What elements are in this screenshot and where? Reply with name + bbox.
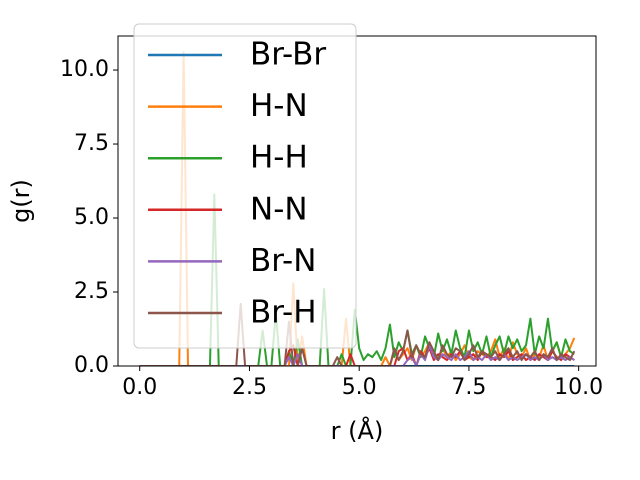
x-tick-label: 7.5	[451, 375, 486, 400]
legend-label: H-H	[250, 140, 308, 176]
series-line	[139, 51, 576, 366]
legend-label: H-N	[250, 88, 308, 124]
legend: Br-Br H-N H-H N-N Br-N Br-H	[133, 23, 357, 349]
axes-frame	[117, 35, 597, 367]
legend-label: N-N	[250, 191, 308, 227]
x-tick-label: 0.0	[122, 375, 157, 400]
legend-label: Br-Br	[250, 37, 326, 73]
x-tick-label: 2.5	[232, 375, 267, 400]
legend-frame	[133, 23, 357, 349]
legend-label: Br-H	[250, 295, 317, 331]
y-tick-label: 7.5	[74, 131, 109, 156]
y-tick-label: 2.5	[74, 279, 109, 304]
y-axis-label: g(r)	[7, 179, 35, 223]
x-tick-label: 10.0	[554, 375, 603, 400]
x-tick-label: 5.0	[342, 375, 377, 400]
legend-label: Br-N	[250, 243, 316, 279]
y-tick-label: 5.0	[74, 205, 109, 230]
y-tick-label: 10.0	[60, 57, 109, 82]
y-tick-label: 0.0	[74, 353, 109, 378]
x-axis-label: r (Å)	[331, 416, 384, 445]
series-line	[139, 302, 576, 366]
